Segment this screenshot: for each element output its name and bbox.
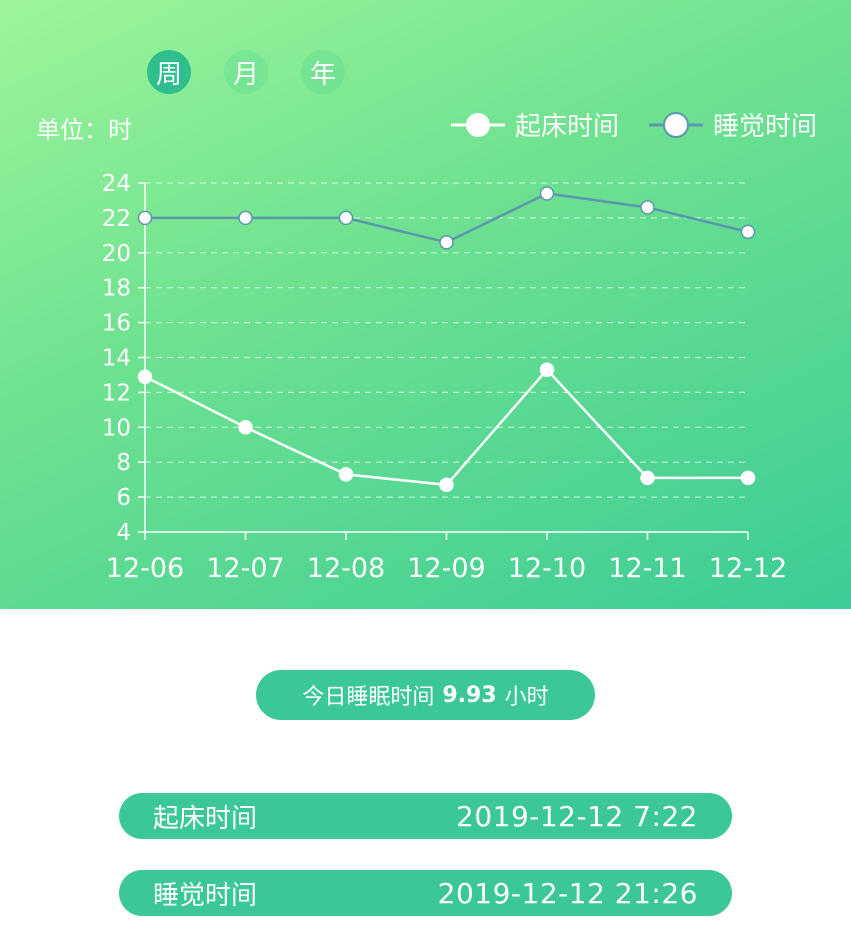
x-tick-label: 12-09 [407,553,485,584]
summary-suffix: 小时 [504,685,549,710]
y-tick-label: 20 [102,241,131,267]
legend-sleep-label: 睡觉时间 [712,112,817,142]
data-point-sleep [740,224,756,240]
sleep-time-label: 睡觉时间 [153,880,258,911]
wake-time-label: 起床时间 [153,803,258,834]
data-point-wake [640,470,655,486]
legend-item-sleep[interactable]: 睡觉时间 [648,106,817,143]
today-sleep-summary: 今日睡眠时间 9.93 小时 [256,670,595,720]
data-point-sleep [338,210,354,226]
y-tick-label: 24 [102,171,131,197]
chart-legend: 起床时间 睡觉时间 [450,106,817,143]
data-point-wake [338,467,354,482]
summary-value: 9.93 [442,682,497,708]
y-tick-label: 18 [102,276,131,302]
legend-wake-marker [450,112,505,137]
wake-time-row: 起床时间 2019-12-12 7:22 [119,793,732,839]
chart-panel: 周 月 年 单位：时 起床时间 睡觉时间 4 6 8 10 12 14 16 18 20 22 24… [0,0,851,609]
y-tick-label: 10 [102,415,131,441]
data-point-wake [137,369,153,384]
sleep-time-value: 2019-12-12 21:26 [437,876,698,910]
data-point-wake [740,470,756,486]
x-tick-label: 12-12 [709,553,787,584]
y-tick-label: 6 [116,485,131,511]
data-point-sleep [137,210,153,226]
x-tick-label: 12-07 [206,553,284,584]
data-point-wake [539,362,555,377]
legend-item-wake[interactable]: 起床时间 [450,106,619,143]
x-tick-label: 12-08 [307,553,385,584]
data-point-sleep [640,200,655,215]
y-tick-label: 16 [102,311,131,337]
tab-month[interactable]: 月 [224,50,268,94]
sleep-line-chart: 4 6 8 10 12 14 16 18 20 22 24 12-06 12-07 12-08 12-09 1… [102,171,787,584]
sleep-time-row: 睡觉时间 2019-12-12 21:26 [119,870,732,916]
y-tick-label: 14 [102,346,131,372]
y-tick-label: 4 [116,520,131,546]
legend-wake-label: 起床时间 [514,112,619,142]
tab-year[interactable]: 年 [301,50,345,94]
data-point-sleep [439,235,454,250]
summary-prefix: 今日睡眠时间 [302,685,435,710]
y-tick-label: 12 [102,380,131,406]
data-point-sleep [539,186,555,201]
x-tick-label: 12-06 [106,553,184,584]
legend-sleep-marker [648,111,703,138]
period-tabs: 周 月 年 [147,50,345,94]
x-tick-label: 12-11 [608,553,686,584]
data-point-wake [439,477,454,493]
data-point-wake [238,420,253,435]
x-tick-label: 12-10 [508,553,586,584]
wake-time-value: 2019-12-12 7:22 [456,799,698,833]
data-point-sleep [238,210,253,226]
tab-week[interactable]: 周 [147,50,191,94]
y-tick-label: 22 [102,206,131,232]
y-tick-label: 8 [116,450,131,476]
unit-label: 单位：时 [36,116,132,144]
